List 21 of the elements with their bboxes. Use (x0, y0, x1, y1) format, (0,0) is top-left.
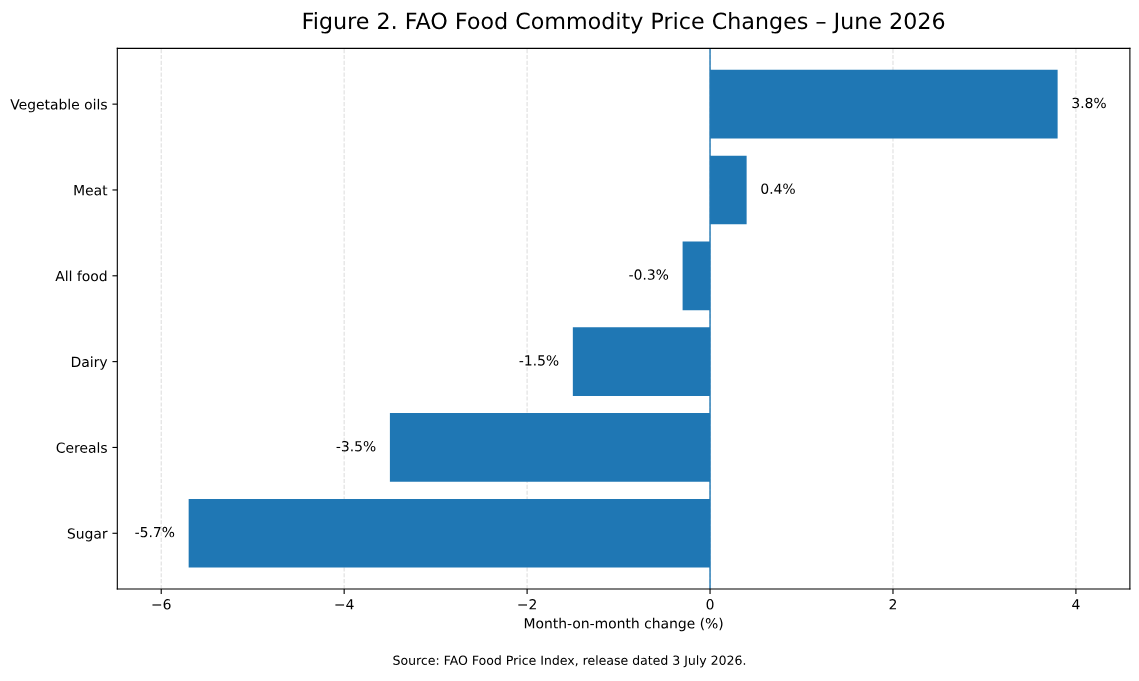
y-tick-label: Sugar (67, 528, 108, 542)
x-tick-label: 0 (706, 599, 714, 610)
y-tick-label: Cereals (56, 442, 107, 453)
x-tick-label: 4 (1072, 599, 1080, 610)
data-label: 0.4% (761, 183, 795, 194)
data-label: -0.3% (629, 269, 669, 280)
x-axis-title: Month-on-month change (%) (524, 617, 723, 632)
data-label: -3.5% (336, 440, 376, 452)
data-label: -1.5% (519, 355, 559, 366)
y-tick-label: Dairy (71, 356, 108, 370)
y-tick-label: All food (55, 270, 107, 282)
x-tick-label: −6 (152, 599, 171, 610)
x-tick-label: −2 (518, 599, 536, 610)
data-label: -5.7% (135, 526, 175, 538)
y-tick-label: Vegetable oils (10, 98, 107, 113)
source-note: Source: FAO Food Price Index, release dated 3 July 2026. (393, 655, 746, 668)
data-label: 3.8% (1072, 97, 1106, 109)
x-tick-label: 2 (889, 599, 897, 610)
x-tick-label: −4 (335, 599, 354, 610)
chart-title: Figure 2. FAO Food Commodity Price Changes – June 2026 (303, 12, 945, 34)
y-tick-label: Meat (74, 185, 108, 196)
